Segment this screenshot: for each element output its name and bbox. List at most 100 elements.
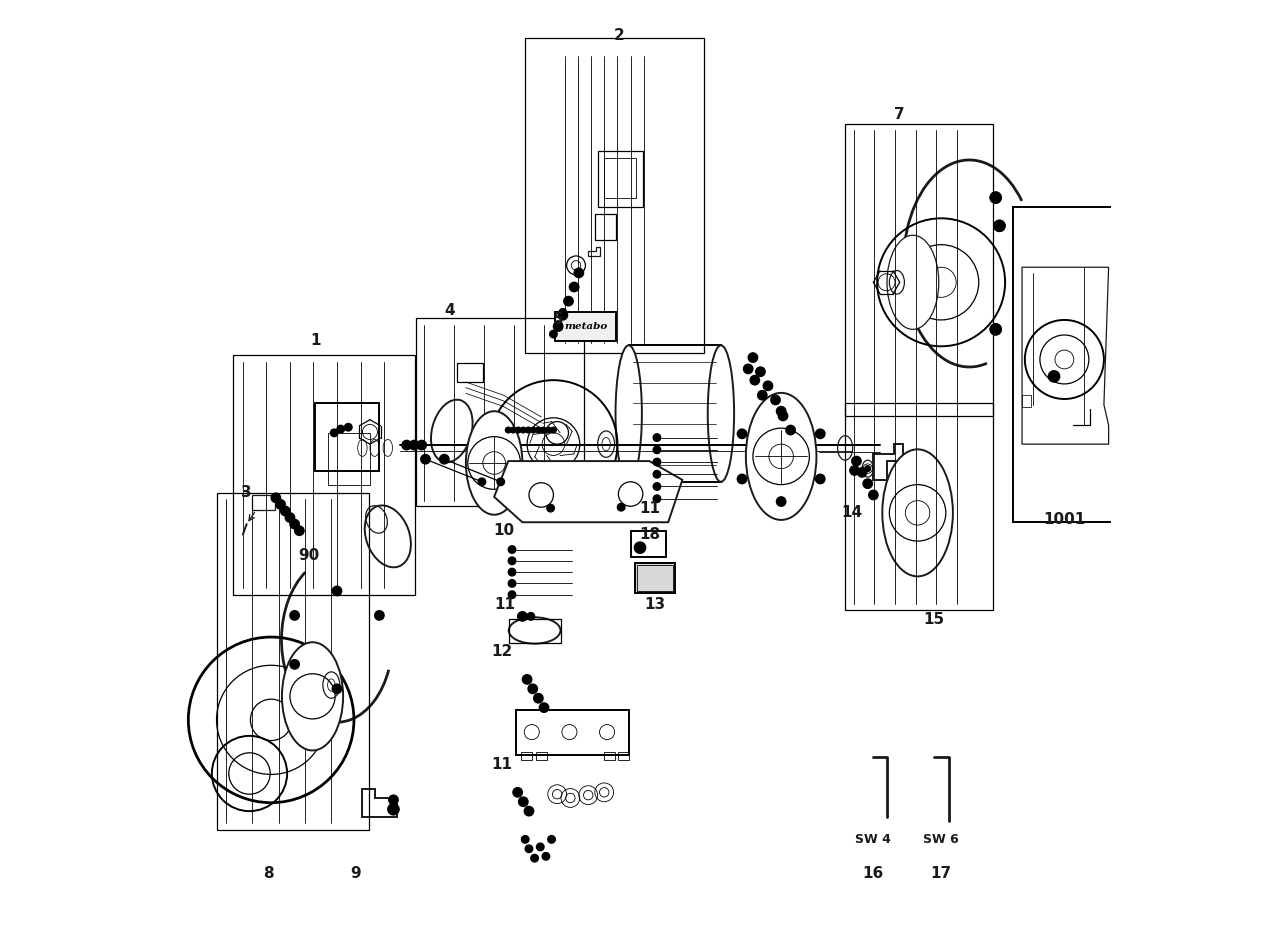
Text: 16: 16 <box>863 866 884 881</box>
Text: 14: 14 <box>841 505 863 520</box>
Circle shape <box>375 611 384 620</box>
Circle shape <box>575 268 584 278</box>
Text: SW 6: SW 6 <box>923 833 959 846</box>
Circle shape <box>410 440 419 450</box>
Bar <box>604 752 614 760</box>
Circle shape <box>417 440 426 450</box>
Circle shape <box>1048 371 1060 382</box>
Circle shape <box>522 675 531 684</box>
Circle shape <box>548 836 556 843</box>
Circle shape <box>506 427 511 433</box>
Circle shape <box>850 466 859 475</box>
Bar <box>556 312 617 341</box>
Circle shape <box>535 427 541 433</box>
Circle shape <box>508 591 516 598</box>
Circle shape <box>530 427 536 433</box>
Circle shape <box>439 455 449 464</box>
Circle shape <box>989 192 1001 203</box>
Circle shape <box>497 478 504 486</box>
Circle shape <box>989 324 1001 335</box>
Circle shape <box>786 425 795 435</box>
Circle shape <box>389 795 398 805</box>
Circle shape <box>653 483 660 490</box>
Circle shape <box>344 423 352 431</box>
Circle shape <box>559 309 567 316</box>
Circle shape <box>851 456 861 466</box>
Text: 17: 17 <box>931 866 952 881</box>
Text: 12: 12 <box>492 644 512 659</box>
Circle shape <box>815 474 826 484</box>
Circle shape <box>529 684 538 694</box>
Circle shape <box>653 446 660 454</box>
Circle shape <box>653 470 660 478</box>
Circle shape <box>777 497 786 506</box>
Ellipse shape <box>708 345 735 482</box>
Text: 10: 10 <box>493 523 515 538</box>
Circle shape <box>749 353 758 362</box>
Circle shape <box>518 797 529 806</box>
Circle shape <box>536 843 544 851</box>
Circle shape <box>511 427 516 433</box>
Circle shape <box>531 854 539 862</box>
Circle shape <box>558 311 567 320</box>
Ellipse shape <box>282 643 343 751</box>
Text: 9: 9 <box>351 866 361 881</box>
Circle shape <box>737 474 746 484</box>
Circle shape <box>543 853 549 860</box>
Circle shape <box>285 513 294 522</box>
Text: 4: 4 <box>444 303 456 318</box>
Text: 5: 5 <box>553 312 563 327</box>
Circle shape <box>513 788 522 797</box>
Bar <box>509 619 561 643</box>
Circle shape <box>547 504 554 512</box>
Bar <box>233 355 415 595</box>
Circle shape <box>737 429 746 439</box>
Bar <box>457 363 483 382</box>
Text: 11: 11 <box>492 757 512 772</box>
Circle shape <box>333 586 342 596</box>
Bar <box>635 563 675 593</box>
Bar <box>845 124 993 416</box>
Circle shape <box>508 546 516 553</box>
Circle shape <box>993 220 1005 231</box>
Circle shape <box>771 395 781 405</box>
Bar <box>631 531 667 557</box>
Circle shape <box>635 542 645 553</box>
Text: 11: 11 <box>639 501 660 516</box>
Circle shape <box>539 703 549 712</box>
Circle shape <box>869 490 878 500</box>
Circle shape <box>402 440 411 450</box>
Text: 13: 13 <box>645 597 666 612</box>
Circle shape <box>479 478 485 486</box>
Bar <box>598 151 643 207</box>
Ellipse shape <box>882 450 952 576</box>
Circle shape <box>508 580 516 587</box>
Circle shape <box>516 427 521 433</box>
Bar <box>521 752 531 760</box>
Circle shape <box>865 466 870 471</box>
Circle shape <box>549 330 557 338</box>
Circle shape <box>553 322 563 331</box>
Circle shape <box>653 495 660 502</box>
Circle shape <box>508 568 516 576</box>
Circle shape <box>271 493 280 502</box>
Circle shape <box>330 429 338 437</box>
Circle shape <box>526 427 531 433</box>
Circle shape <box>421 455 430 464</box>
Circle shape <box>289 660 300 669</box>
Bar <box>416 318 584 506</box>
Circle shape <box>534 694 543 703</box>
Circle shape <box>858 468 867 477</box>
Circle shape <box>289 611 300 620</box>
Bar <box>536 752 547 760</box>
Text: 1001: 1001 <box>1043 512 1085 527</box>
Text: metabo: metabo <box>564 322 608 331</box>
Circle shape <box>333 684 342 694</box>
Bar <box>595 214 616 240</box>
Ellipse shape <box>466 411 522 515</box>
Circle shape <box>280 506 291 516</box>
Bar <box>1012 207 1116 522</box>
Circle shape <box>777 407 786 416</box>
Circle shape <box>815 429 826 439</box>
Circle shape <box>291 519 300 529</box>
